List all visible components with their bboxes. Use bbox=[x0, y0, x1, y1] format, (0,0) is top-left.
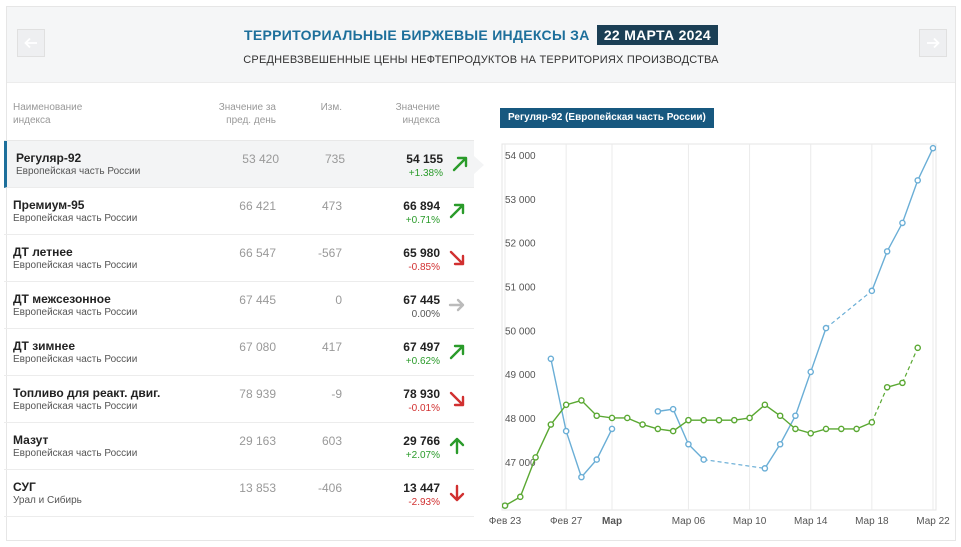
data-point bbox=[655, 409, 660, 414]
data-point bbox=[778, 442, 783, 447]
y-tick-label: 54 000 bbox=[505, 151, 536, 162]
data-point bbox=[762, 466, 767, 471]
data-point bbox=[823, 426, 828, 431]
data-point bbox=[885, 249, 890, 254]
data-point bbox=[716, 418, 721, 423]
data-point bbox=[594, 413, 599, 418]
data-point bbox=[839, 426, 844, 431]
data-point bbox=[701, 457, 706, 462]
data-point bbox=[900, 220, 905, 225]
data-point bbox=[900, 380, 905, 385]
data-point bbox=[793, 413, 798, 418]
data-point bbox=[671, 407, 676, 412]
data-point bbox=[732, 418, 737, 423]
data-point bbox=[778, 413, 783, 418]
data-point bbox=[686, 442, 691, 447]
x-tick-label: Фев 27 bbox=[550, 516, 583, 527]
data-point bbox=[915, 178, 920, 183]
data-point bbox=[808, 369, 813, 374]
y-tick-label: 53 000 bbox=[505, 195, 536, 206]
data-point bbox=[701, 418, 706, 423]
x-tick-label: Мар bbox=[602, 516, 622, 527]
data-point bbox=[579, 398, 584, 403]
data-point bbox=[823, 325, 828, 330]
x-tick-label: Мар 06 bbox=[672, 516, 706, 527]
data-point bbox=[640, 422, 645, 427]
data-point bbox=[793, 426, 798, 431]
data-point bbox=[609, 415, 614, 420]
data-point bbox=[655, 426, 660, 431]
x-tick-label: Мар 14 bbox=[794, 516, 828, 527]
y-tick-label: 49 000 bbox=[505, 370, 536, 381]
x-tick-label: Мар 22 bbox=[916, 516, 950, 527]
data-point bbox=[564, 402, 569, 407]
data-point bbox=[747, 415, 752, 420]
data-point bbox=[869, 288, 874, 293]
y-tick-label: 51 000 bbox=[505, 282, 536, 293]
y-tick-label: 48 000 bbox=[505, 414, 536, 425]
data-point bbox=[609, 426, 614, 431]
data-point bbox=[518, 494, 523, 499]
data-point bbox=[671, 429, 676, 434]
x-tick-label: Мар 18 bbox=[855, 516, 889, 527]
y-tick-label: 50 000 bbox=[505, 326, 536, 337]
plot-area bbox=[502, 144, 936, 510]
y-tick-label: 52 000 bbox=[505, 239, 536, 250]
data-point bbox=[869, 420, 874, 425]
data-point bbox=[808, 431, 813, 436]
data-point bbox=[930, 146, 935, 151]
data-point bbox=[885, 385, 890, 390]
data-point bbox=[502, 503, 507, 508]
data-point bbox=[686, 418, 691, 423]
data-point bbox=[915, 345, 920, 350]
data-point bbox=[594, 457, 599, 462]
data-point bbox=[533, 455, 538, 460]
data-point bbox=[854, 426, 859, 431]
x-tick-label: Фев 23 bbox=[489, 516, 522, 527]
data-point bbox=[548, 356, 553, 361]
data-point bbox=[625, 415, 630, 420]
data-point bbox=[564, 429, 569, 434]
data-point bbox=[579, 475, 584, 480]
x-tick-label: Мар 10 bbox=[733, 516, 767, 527]
data-point bbox=[548, 422, 553, 427]
data-point bbox=[762, 402, 767, 407]
